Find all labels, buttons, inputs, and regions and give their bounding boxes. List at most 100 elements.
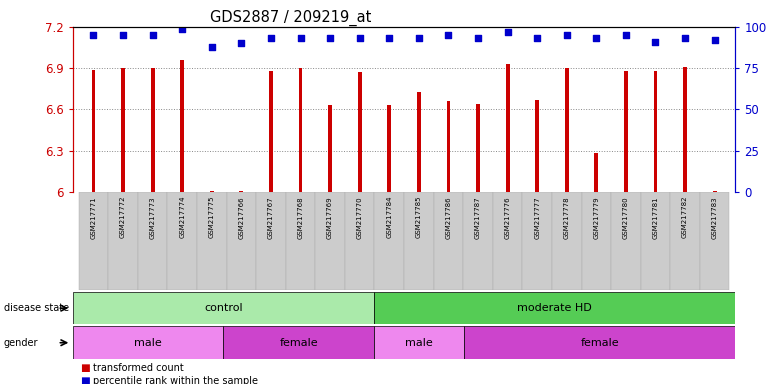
- Text: GSM217774: GSM217774: [179, 196, 185, 238]
- Text: female: female: [581, 338, 619, 348]
- Bar: [552, 192, 581, 290]
- Bar: [256, 192, 286, 290]
- Text: moderate HD: moderate HD: [517, 303, 592, 313]
- Bar: [683, 67, 687, 192]
- Text: GSM217776: GSM217776: [505, 196, 511, 238]
- Bar: [653, 71, 657, 192]
- Bar: [73, 292, 374, 324]
- Bar: [417, 91, 421, 192]
- Text: disease state: disease state: [4, 303, 69, 313]
- Bar: [121, 68, 125, 192]
- Point: [146, 32, 159, 38]
- Text: GSM217775: GSM217775: [209, 196, 214, 238]
- Point: [265, 35, 277, 41]
- Point: [205, 44, 218, 50]
- Text: GSM217769: GSM217769: [327, 196, 333, 238]
- Point: [117, 32, 129, 38]
- Bar: [464, 326, 735, 359]
- Bar: [700, 192, 729, 290]
- Text: GSM217779: GSM217779: [594, 196, 599, 238]
- Text: GSM217785: GSM217785: [416, 196, 422, 238]
- Point: [561, 32, 573, 38]
- Bar: [227, 192, 256, 290]
- Point: [531, 35, 543, 41]
- Text: male: male: [405, 338, 433, 348]
- Bar: [210, 190, 214, 192]
- Text: GSM217770: GSM217770: [357, 196, 362, 238]
- Bar: [180, 60, 184, 192]
- Point: [383, 35, 395, 41]
- Point: [354, 35, 366, 41]
- Text: GSM217777: GSM217777: [534, 196, 540, 238]
- Bar: [269, 71, 273, 192]
- Text: male: male: [134, 338, 162, 348]
- Text: GSM217783: GSM217783: [712, 196, 718, 238]
- Text: GDS2887 / 209219_at: GDS2887 / 209219_at: [211, 10, 372, 26]
- Bar: [447, 101, 450, 192]
- Text: GSM217772: GSM217772: [120, 196, 126, 238]
- Text: GSM217780: GSM217780: [623, 196, 629, 238]
- Text: control: control: [204, 303, 243, 313]
- Bar: [108, 192, 138, 290]
- Bar: [404, 192, 434, 290]
- Bar: [493, 192, 522, 290]
- Text: percentile rank within the sample: percentile rank within the sample: [93, 376, 258, 384]
- Bar: [79, 192, 108, 290]
- Bar: [476, 104, 480, 192]
- Text: ■: ■: [80, 363, 90, 373]
- Text: transformed count: transformed count: [93, 363, 184, 373]
- Text: GSM217766: GSM217766: [238, 196, 244, 238]
- Text: GSM217786: GSM217786: [446, 196, 451, 238]
- Bar: [73, 326, 224, 359]
- Bar: [375, 192, 404, 290]
- Bar: [224, 326, 374, 359]
- Bar: [463, 192, 493, 290]
- Point: [294, 35, 306, 41]
- Point: [472, 35, 484, 41]
- Point: [324, 35, 336, 41]
- Bar: [565, 68, 568, 192]
- Text: female: female: [280, 338, 318, 348]
- Bar: [286, 192, 316, 290]
- Point: [235, 40, 247, 46]
- Text: gender: gender: [4, 338, 38, 348]
- Text: ■: ■: [80, 376, 90, 384]
- Point: [502, 29, 514, 35]
- Bar: [316, 192, 345, 290]
- Point: [709, 37, 721, 43]
- Bar: [328, 105, 332, 192]
- Bar: [535, 100, 539, 192]
- Bar: [240, 190, 244, 192]
- Point: [679, 35, 691, 41]
- Text: GSM217787: GSM217787: [475, 196, 481, 238]
- Bar: [388, 105, 391, 192]
- Bar: [358, 72, 362, 192]
- Bar: [624, 71, 628, 192]
- Bar: [640, 192, 670, 290]
- Text: GSM217782: GSM217782: [682, 196, 688, 238]
- Text: GSM217771: GSM217771: [90, 196, 97, 238]
- Bar: [594, 154, 598, 192]
- Bar: [670, 192, 700, 290]
- Point: [650, 39, 662, 45]
- Bar: [168, 192, 197, 290]
- Bar: [522, 192, 552, 290]
- Text: GSM217784: GSM217784: [386, 196, 392, 238]
- Bar: [611, 192, 640, 290]
- Text: GSM217773: GSM217773: [149, 196, 155, 238]
- Text: GSM217767: GSM217767: [268, 196, 274, 238]
- Point: [591, 35, 603, 41]
- Text: GSM217781: GSM217781: [653, 196, 659, 238]
- Bar: [197, 192, 227, 290]
- Bar: [374, 326, 464, 359]
- Bar: [299, 68, 303, 192]
- Point: [442, 32, 454, 38]
- Bar: [92, 70, 96, 192]
- Bar: [712, 190, 716, 192]
- Bar: [151, 68, 155, 192]
- Text: GSM217778: GSM217778: [564, 196, 570, 238]
- Point: [176, 25, 188, 31]
- Point: [413, 35, 425, 41]
- Bar: [434, 192, 463, 290]
- Point: [87, 32, 100, 38]
